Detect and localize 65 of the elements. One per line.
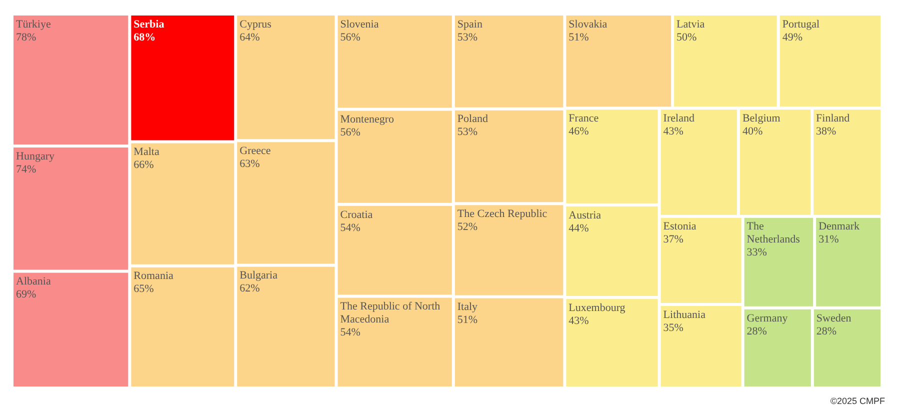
data-label: 74% (16, 163, 36, 176)
category-label: Luxembourg (568, 302, 626, 314)
category-label: The Netherlands (746, 220, 800, 246)
category-label: Denmark (818, 220, 860, 233)
data-label: 54% (340, 222, 360, 234)
category-label: France (568, 112, 599, 125)
data-label: 51% (457, 314, 478, 326)
category-label: Hungary (16, 150, 55, 162)
category-label: Ireland (663, 112, 695, 125)
data-label: 38% (816, 126, 836, 138)
data-label: 46% (568, 126, 589, 138)
data-label: 53% (457, 126, 478, 138)
data-label: 56% (340, 126, 360, 139)
data-label: 63% (240, 158, 260, 170)
data-label: 33% (746, 246, 767, 259)
category-label: Türkiye (16, 18, 51, 30)
data-label: 62% (240, 282, 260, 295)
data-label: 52% (457, 221, 478, 234)
data-label: 31% (818, 234, 839, 246)
text: ©2025 CMPF (830, 396, 886, 406)
category-label: Lithuania (663, 308, 706, 321)
data-label: 35% (663, 322, 684, 334)
data-label: 28% (746, 325, 767, 338)
data-label: 65% (134, 283, 154, 296)
category-label: Malta (134, 146, 160, 158)
category-label: Germany (746, 312, 788, 324)
data-label: 68% (134, 31, 156, 44)
category-label: Romania (134, 270, 174, 282)
data-label: 69% (16, 288, 36, 301)
category-label: Poland (457, 113, 488, 126)
category-label: Belgium (742, 112, 781, 125)
category-label: Slovenia (340, 18, 379, 30)
data-label: 53% (457, 31, 478, 44)
data-label: 50% (676, 31, 697, 44)
data-label: 66% (134, 159, 154, 172)
category-label: Estonia (663, 220, 696, 233)
category-label: Montenegro (340, 114, 395, 126)
data-label: 54% (340, 326, 360, 339)
category-label: Greece (240, 145, 271, 158)
category-label: Bulgaria (240, 270, 278, 282)
category-label: Slovakia (568, 18, 608, 30)
category-label: Croatia (340, 208, 373, 221)
category-label: Italy (457, 301, 478, 314)
category-label: Spain (457, 18, 483, 30)
data-label: 64% (240, 31, 260, 44)
data-label: 51% (568, 31, 589, 44)
category-label: Cyprus (240, 18, 272, 30)
category-label: Austria (568, 209, 602, 222)
category-label: The Republic of North Macedonia (340, 300, 441, 326)
data-label: 78% (16, 31, 36, 44)
data-label: 37% (663, 234, 684, 246)
category-label: Finland (816, 112, 850, 125)
data-label: 43% (663, 126, 684, 138)
data-label: 49% (782, 31, 803, 44)
data-label: 44% (568, 222, 589, 234)
category-label: Portugal (782, 18, 820, 30)
data-label: 40% (742, 126, 763, 138)
category-label: Albania (16, 276, 51, 288)
category-label: The Czech Republic (457, 208, 548, 220)
category-label: Latvia (676, 18, 705, 30)
data-label: 56% (340, 31, 360, 44)
category-label: Serbia (134, 18, 165, 30)
data-label: 28% (816, 325, 837, 338)
data-label: 43% (568, 314, 589, 327)
category-label: Sweden (816, 312, 852, 324)
